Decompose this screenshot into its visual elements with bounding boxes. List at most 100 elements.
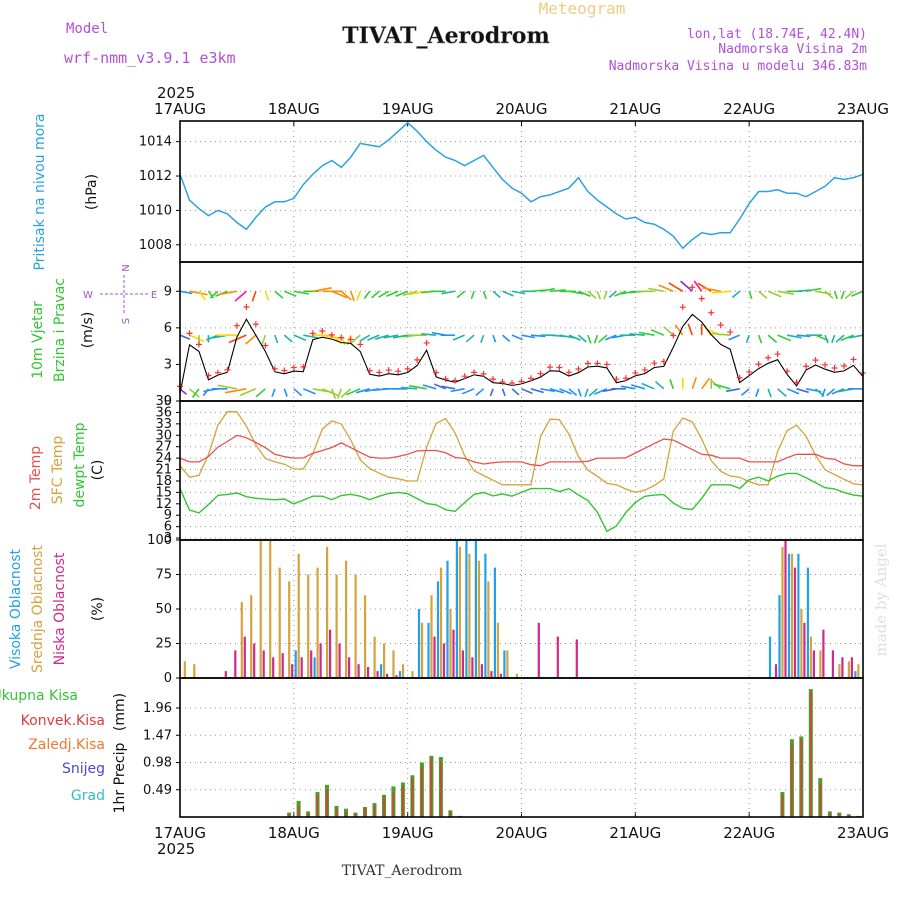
wind-barb <box>303 388 316 395</box>
precip-bar-conv <box>345 811 347 817</box>
cloud-bar-low <box>262 650 265 678</box>
cloud-bar-high <box>436 581 440 678</box>
cloud-bar-mid <box>430 595 433 678</box>
cloud-bar-low <box>480 664 483 678</box>
clouds-ytick-label: 0 <box>164 671 172 686</box>
gust-marker <box>575 365 582 372</box>
gust-marker <box>300 363 307 370</box>
wind-barb <box>521 334 536 339</box>
wind-barb <box>207 290 215 299</box>
wind-barb <box>824 334 829 344</box>
wind-barb <box>577 334 587 343</box>
wind-barb <box>697 282 712 292</box>
cloud-bar-low <box>357 664 360 678</box>
wind-barb <box>331 290 348 299</box>
cloud-bar-low <box>291 664 294 678</box>
lonlat-label: lon,lat (18.74E, 42.4N) <box>687 27 867 42</box>
cloud-bar-mid <box>373 636 376 678</box>
wind-barb <box>371 290 380 299</box>
wind-barb <box>337 388 343 399</box>
gust-marker <box>774 351 781 358</box>
wind-barb <box>745 334 750 343</box>
gust-marker <box>546 364 553 371</box>
pressure-ytick-label: 1008 <box>139 238 172 253</box>
gust-marker <box>490 376 497 383</box>
cloud-bar-low <box>471 657 474 678</box>
wind-barb <box>179 334 191 341</box>
temperature-ytick-label: 15 <box>155 485 172 500</box>
wind-barb <box>598 334 608 343</box>
wind-barb <box>757 334 763 344</box>
wind-barb <box>492 290 501 299</box>
wind-barb <box>312 287 332 293</box>
gust-marker <box>746 368 753 375</box>
cloud-bar-high <box>465 540 468 678</box>
wind-barb <box>511 388 520 396</box>
time-label-bottom: 22AUG <box>723 824 775 842</box>
cloud-bar-low <box>461 650 464 678</box>
gust-marker <box>243 303 250 310</box>
precip-ytick-label: 0.98 <box>143 756 172 771</box>
wind-barb <box>530 388 544 394</box>
gust-marker <box>841 363 848 370</box>
clouds-ytick-label: 100 <box>147 533 172 548</box>
wind-barb <box>356 388 370 394</box>
wind-barb <box>578 290 591 298</box>
wind-barb <box>502 290 514 297</box>
wind-barb <box>549 388 565 394</box>
cloud-bar-mid <box>468 553 471 678</box>
clouds-ytick-label: 25 <box>155 637 172 652</box>
gust-marker <box>594 360 601 367</box>
cloud-bar-low <box>812 650 815 678</box>
wind-barb <box>767 334 778 344</box>
temperature-ytick-label: 39 <box>155 394 172 409</box>
precip-bar-conv <box>449 811 452 817</box>
watermark: made by Angel <box>872 543 890 656</box>
cloud-bar-low <box>556 636 559 678</box>
cloud-bar-high <box>455 540 458 678</box>
time-label-bottom: 17AUG <box>154 824 206 842</box>
cloud-bar-high <box>768 636 772 678</box>
wind-barb <box>748 290 753 300</box>
wind-barb <box>422 384 437 390</box>
wind-grid: 0 3 6 9 <box>164 262 863 409</box>
gust-marker <box>233 322 240 329</box>
wind-barb <box>848 334 864 339</box>
wind-barb <box>511 334 524 341</box>
wind-barb <box>511 290 526 295</box>
cloud-bar-low <box>793 567 797 678</box>
gust-marker <box>727 329 734 336</box>
sfc-temp-line <box>179 411 864 494</box>
cloud-bar-low <box>537 622 540 678</box>
clouds-ytick-label: 50 <box>155 602 172 617</box>
wind-barb <box>465 334 475 343</box>
wind-barb <box>658 284 674 293</box>
cloud-bar-low <box>395 675 398 678</box>
wind-barb <box>604 334 617 341</box>
gust-marker <box>565 369 572 376</box>
wind-barb <box>674 324 684 336</box>
cloud-bar-low <box>452 629 455 678</box>
wind-barb <box>701 377 711 390</box>
wind-barb <box>228 334 247 344</box>
temperature-ytick-label: 30 <box>155 428 172 443</box>
cloud-bar-low <box>310 650 313 678</box>
gust-marker <box>319 327 326 334</box>
wind-barb <box>654 380 665 390</box>
cloud-bar-mid <box>411 671 414 678</box>
wind-barb <box>421 333 437 336</box>
time-axis-bottom: 17AUG 18AUG 19AUG 20AUG 21AUG 22AUG 23AUG <box>154 824 889 842</box>
wind-barb <box>386 290 399 297</box>
wind-barb <box>284 290 297 298</box>
cloud-bar-high <box>294 650 297 678</box>
clouds-ytick-label: 75 <box>155 568 172 583</box>
wind-barb <box>340 388 352 398</box>
wind-barb <box>725 388 740 393</box>
cloud-bar-mid <box>809 636 812 678</box>
time-label-bottom: 18AUG <box>268 824 320 842</box>
wind-barb <box>349 291 355 302</box>
compass-s: S <box>121 318 132 324</box>
temperature-ytick-label: 6 <box>164 520 172 535</box>
cloud-bar-low <box>348 657 351 678</box>
